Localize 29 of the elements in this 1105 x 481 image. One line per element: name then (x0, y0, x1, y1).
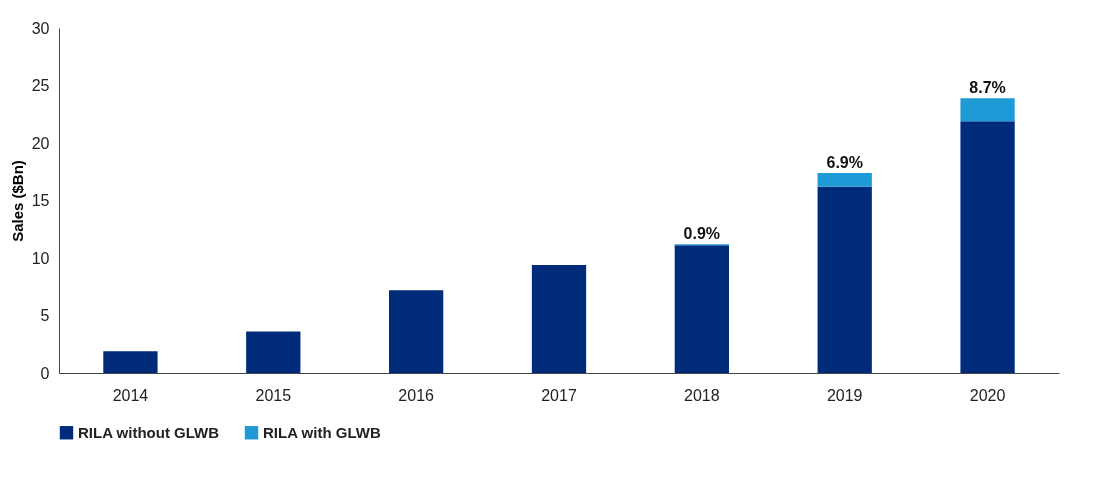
x-tick-label: 2016 (398, 386, 435, 404)
bar (817, 172, 872, 187)
bar (103, 351, 158, 373)
annotation: 6.9% (826, 153, 863, 171)
annotation: 0.9% (683, 225, 721, 243)
bar (246, 331, 301, 373)
bar (674, 245, 729, 373)
y-tick-label: 15 (31, 192, 50, 209)
bar (531, 264, 587, 373)
y-tick-label: 0 (40, 364, 50, 382)
bar (817, 186, 872, 373)
x-tick-label: 2017 (541, 386, 577, 404)
y-tick-label: 20 (31, 134, 50, 152)
legend-label: RILA with GLWB (263, 423, 381, 441)
x-tick-label: 2018 (684, 386, 720, 404)
bar (960, 121, 1015, 373)
bar (960, 98, 1015, 122)
x-tick-label: 2015 (255, 386, 292, 404)
x-tick-label: 2019 (826, 386, 863, 404)
legend-label: RILA without GLWB (78, 423, 220, 441)
y-tick-label: 5 (40, 307, 50, 324)
y-tick-label: 30 (31, 19, 50, 37)
y-tick-label: 10 (31, 249, 50, 267)
annotation: 8.7% (969, 79, 1006, 97)
bar (389, 290, 444, 373)
x-tick-label: 2014 (112, 386, 149, 404)
x-tick-label: 2020 (969, 386, 1006, 404)
y-axis-title: Sales ($Bn) (8, 160, 26, 242)
y-tick-label: 25 (31, 77, 50, 94)
